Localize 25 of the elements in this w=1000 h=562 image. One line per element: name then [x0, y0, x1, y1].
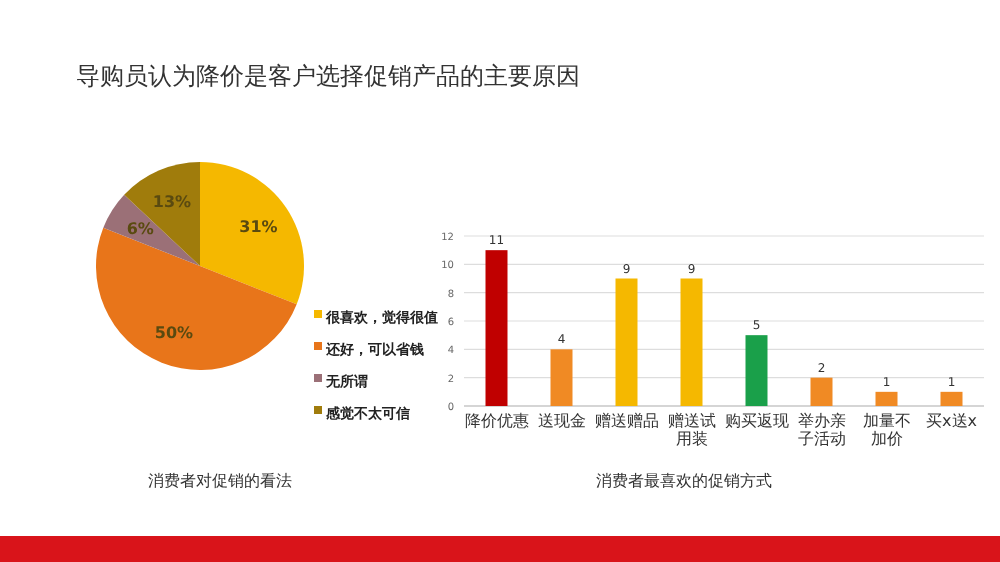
- bar: [745, 335, 768, 406]
- pie-slice: [124, 162, 200, 266]
- chart-title: 导购员认为降价是客户选择促销产品的主要原因: [76, 62, 580, 90]
- bar: [485, 250, 508, 406]
- x-tick-label: 加量不加价: [862, 412, 911, 448]
- x-tick-label: 举办亲子活动: [797, 412, 846, 448]
- bar: [615, 278, 638, 406]
- x-tick-label: 降价优惠: [464, 412, 529, 430]
- data-label: 6%: [126, 220, 154, 239]
- x-tick-label: 购买返现: [724, 412, 789, 430]
- bar: [940, 391, 963, 406]
- x-tick-label: 赠送赠品: [594, 412, 659, 430]
- pie-slice: [200, 162, 304, 305]
- data-label: 31%: [239, 218, 278, 237]
- x-axis-title: 消费者最喜欢的促销方式: [596, 472, 772, 490]
- bar: [810, 377, 833, 406]
- bar: [875, 391, 898, 406]
- data-label: 50%: [154, 323, 194, 342]
- x-tick-label: 送现金: [537, 412, 586, 430]
- data-label: 13%: [152, 193, 192, 212]
- x-tick-label: 赠送试用装: [667, 412, 716, 448]
- bar: [550, 349, 573, 406]
- bar: [680, 278, 703, 406]
- text: 消费者对促销的看法: [148, 472, 292, 490]
- x-tick-label: 买x送x: [926, 412, 978, 430]
